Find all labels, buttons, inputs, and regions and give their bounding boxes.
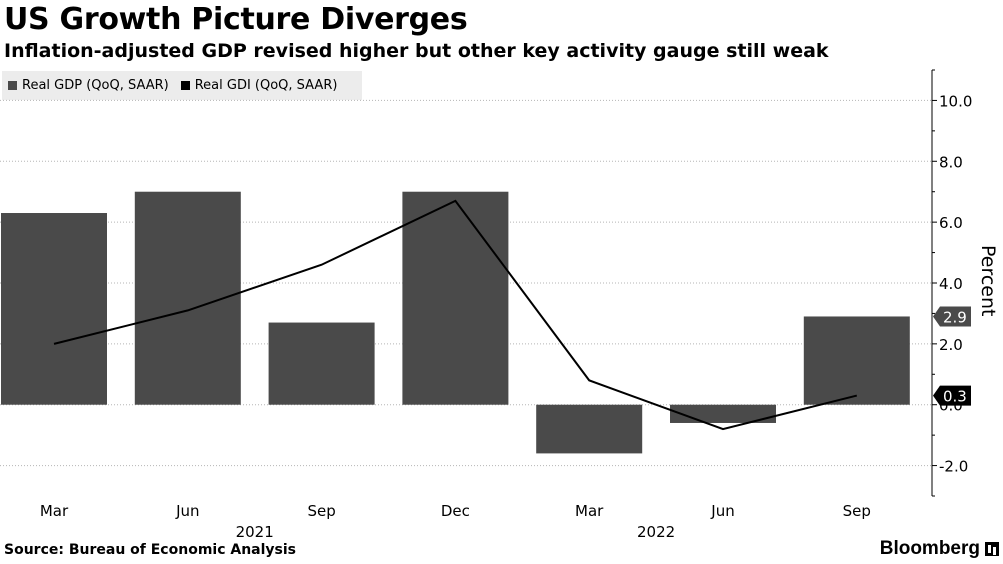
line-series: [53, 199, 858, 431]
end-value-tag: [933, 385, 971, 406]
x-year-label: 2021: [236, 523, 274, 541]
y-tick-label: 2.0: [939, 336, 963, 354]
y-tick-label: 4.0: [939, 275, 963, 293]
chart-subtitle: Inflation-adjusted GDP revised higher bu…: [4, 40, 829, 62]
bar: [1, 213, 107, 405]
chart-legend: Real GDP (QoQ, SAAR) Real GDI (QoQ, SAAR…: [2, 71, 362, 100]
brand-logo: Bloomberg: [880, 538, 999, 560]
x-year-label: 2022: [637, 523, 675, 541]
bar: [803, 316, 910, 405]
bar: [402, 191, 509, 405]
x-tick-label: Mar: [40, 502, 69, 520]
y-tick-label: 6.0: [939, 214, 963, 232]
y-tick-label: 10.0: [939, 92, 972, 110]
y-tick-label: -2.0: [939, 458, 968, 476]
x-tick-label: Mar: [575, 502, 604, 520]
x-tick-label: Sep: [843, 502, 871, 520]
legend-item-gdp: Real GDP (QoQ, SAAR): [8, 78, 169, 93]
source-note: Source: Bureau of Economic Analysis: [4, 542, 297, 558]
bar: [268, 322, 375, 405]
chart-title: US Growth Picture Diverges: [4, 2, 468, 37]
x-tick-label: Jun: [175, 502, 199, 520]
bar: [536, 404, 643, 454]
legend-item-gdi: Real GDI (QoQ, SAAR): [180, 78, 338, 93]
legend-swatch-gdp: [8, 81, 17, 90]
y-tick-label: 8.0: [939, 153, 963, 171]
legend-swatch-gdi: [180, 81, 190, 90]
end-value-label: 0.3: [943, 388, 967, 406]
legend-label-gdi: Real GDI (QoQ, SAAR): [194, 78, 338, 93]
y-axis-title: Percent: [977, 245, 999, 317]
end-value-tag: [933, 306, 971, 327]
legend-label-gdp: Real GDP (QoQ, SAAR): [22, 78, 169, 93]
x-tick-label: Sep: [307, 502, 335, 520]
end-value-label: 2.9: [943, 308, 967, 326]
bloomberg-icon: [985, 542, 999, 556]
x-tick-label: Dec: [441, 502, 470, 520]
x-tick-label: Jun: [710, 502, 734, 520]
brand-name: Bloomberg: [879, 538, 980, 559]
